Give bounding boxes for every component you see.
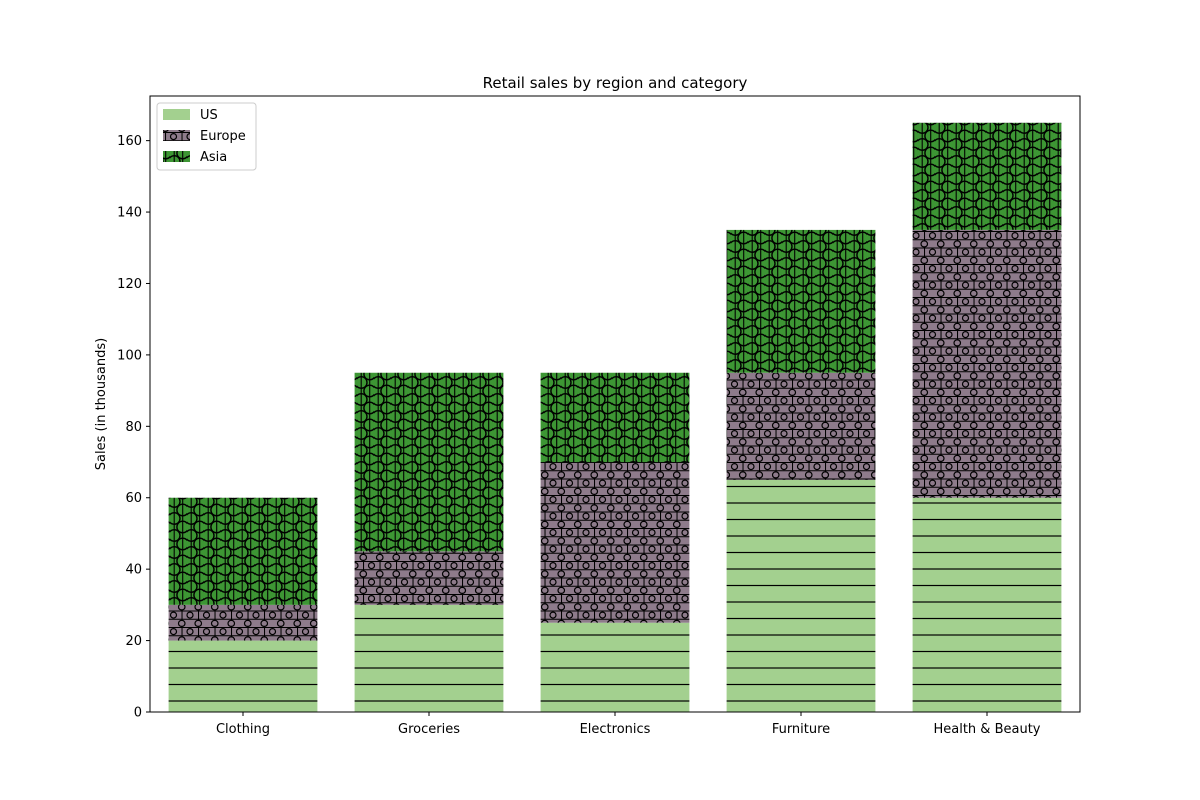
legend-swatch-us — [163, 109, 190, 120]
x-axis: Clothing Groceries Electronics Furniture Hea… — [216, 712, 1041, 737]
y-tick-label: 60 — [125, 491, 142, 506]
y-axis-label: Sales (in thousands) — [94, 338, 109, 470]
bar-clothing-europe — [168, 604, 318, 641]
y-tick-label: 140 — [117, 206, 142, 221]
y-tick-label: 100 — [117, 348, 142, 363]
bar-groceries-asia — [354, 372, 504, 552]
bar-clothing-us — [168, 640, 318, 712]
bars-layer — [168, 122, 1062, 712]
legend: US Europe Asia — [156, 102, 257, 171]
bar-groceries-us — [354, 604, 504, 712]
x-tick-label-clothing: Clothing — [216, 722, 270, 737]
bar-electronics-europe — [540, 462, 690, 623]
bar-health-beauty-europe — [912, 229, 1062, 498]
legend-label-us: US — [200, 108, 218, 123]
bar-furniture-asia — [726, 229, 876, 373]
x-tick-label-groceries: Groceries — [398, 722, 460, 737]
plot-frame — [149, 95, 1081, 713]
bar-groceries-europe — [354, 551, 504, 605]
y-tick-label: 160 — [117, 134, 142, 149]
x-tick-label-electronics: Electronics — [580, 722, 651, 737]
x-tick-label-furniture: Furniture — [772, 722, 830, 737]
bar-clothing-asia — [168, 497, 318, 605]
y-tick-label: 40 — [125, 563, 142, 578]
legend-swatch-asia — [163, 151, 190, 162]
y-tick-label: 120 — [117, 277, 142, 292]
y-axis: 0 20 40 60 80 100 120 140 160 — [117, 134, 150, 721]
chart-title: Retail sales by region and category — [483, 74, 748, 92]
bar-furniture-us — [726, 479, 876, 712]
bar-electronics-us — [540, 622, 690, 712]
x-tick-label-health-beauty: Health & Beauty — [933, 722, 1040, 737]
legend-label-europe: Europe — [200, 129, 246, 144]
bar-furniture-europe — [726, 372, 876, 480]
bar-health-beauty-asia — [912, 122, 1062, 230]
y-tick-label: 0 — [134, 706, 142, 721]
bar-health-beauty-us — [912, 497, 1062, 712]
bar-electronics-asia — [540, 372, 690, 463]
y-tick-label: 20 — [125, 634, 142, 649]
legend-swatch-europe — [163, 130, 190, 141]
legend-label-asia: Asia — [200, 150, 227, 165]
y-tick-label: 80 — [125, 420, 142, 435]
